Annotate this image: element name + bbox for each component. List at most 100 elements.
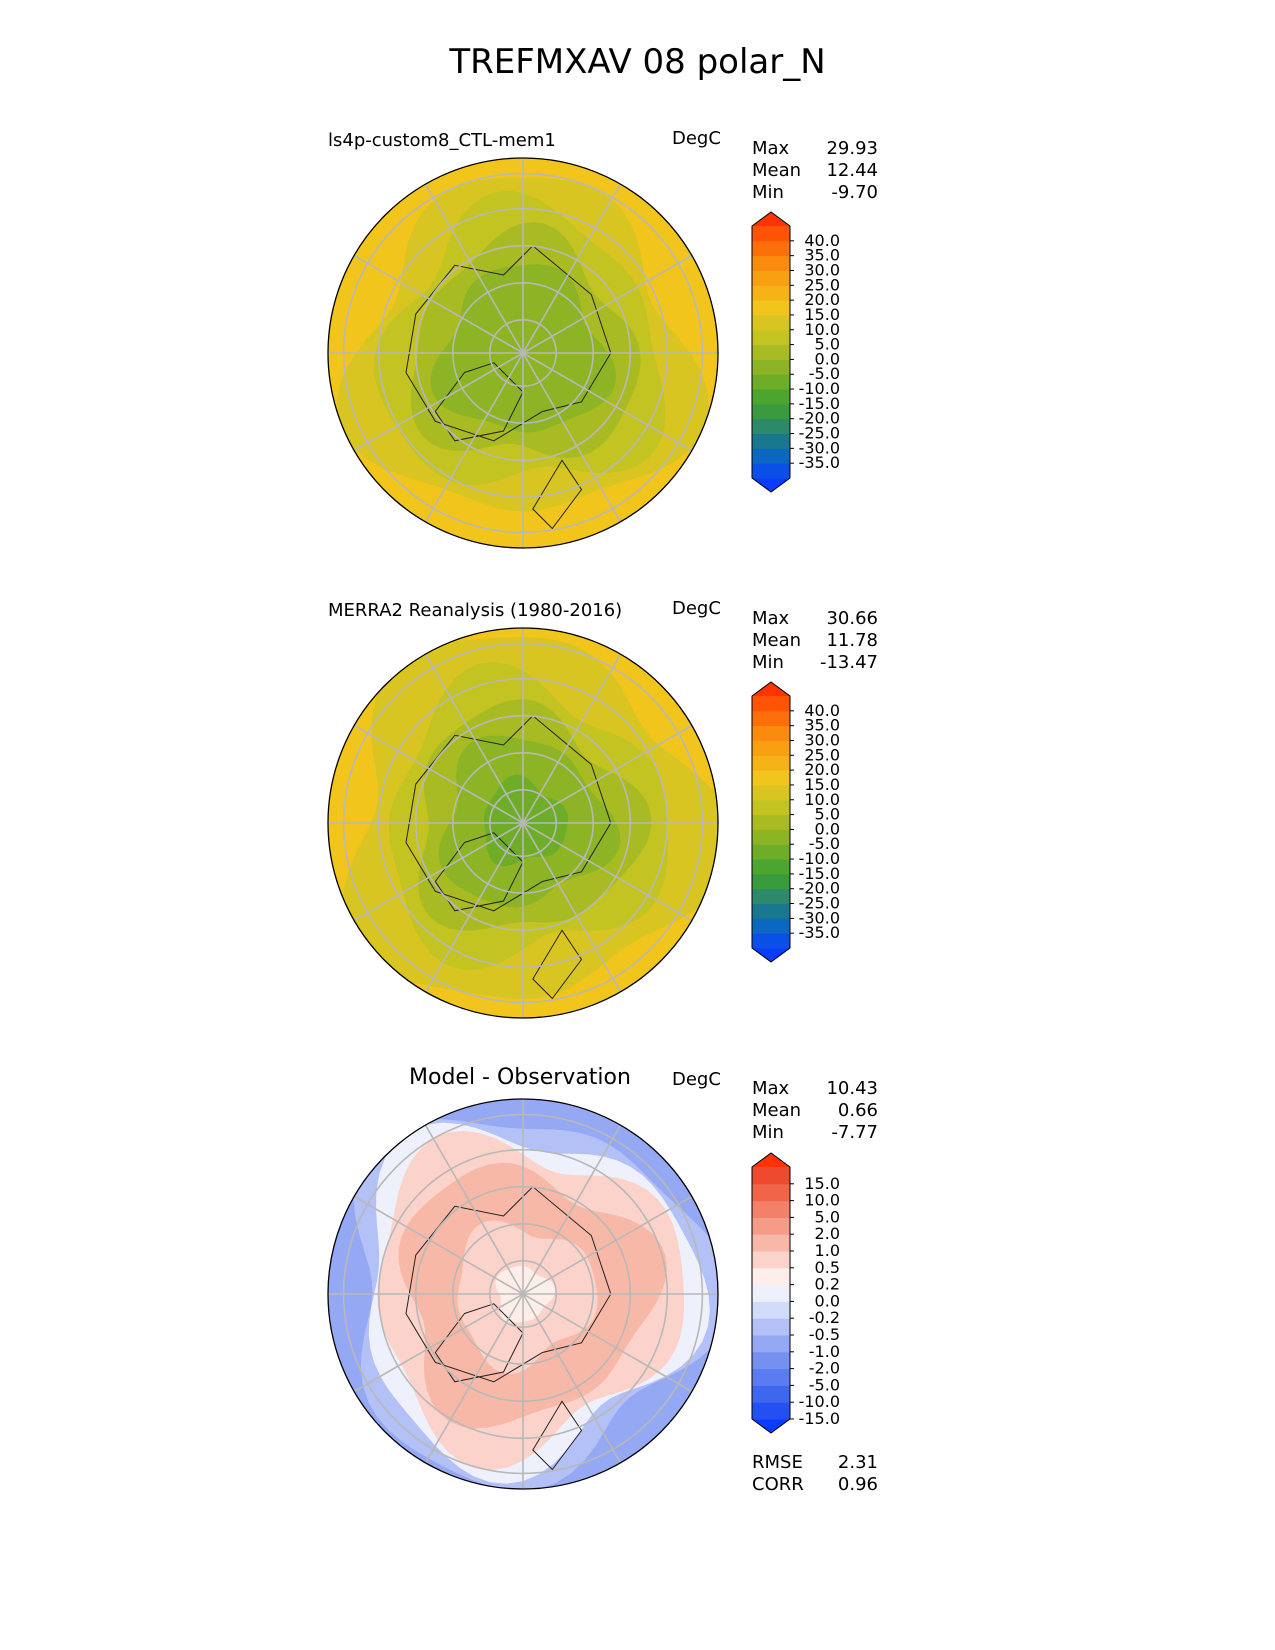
colorbar-bin xyxy=(752,255,790,271)
colorbar-tick-label: -5.0 xyxy=(809,834,840,853)
colorbar-2: 40.035.030.025.020.015.010.05.00.0-5.0-1… xyxy=(751,681,840,963)
colorbar-bin xyxy=(752,1284,790,1302)
colorbar-extend-low xyxy=(752,1419,790,1433)
coastline xyxy=(405,715,612,912)
colorbar-bin xyxy=(752,1267,790,1286)
colorbar-tick-label: 1.0 xyxy=(815,1241,840,1260)
colorbar-bin xyxy=(752,888,790,904)
panel-2-units: DegC xyxy=(672,598,721,619)
graticule xyxy=(328,1099,718,1489)
field-contours xyxy=(328,1099,718,1489)
colorbar-tick-label: 0.2 xyxy=(815,1275,840,1294)
polar-map-2 xyxy=(327,627,719,1019)
colorbar-bin xyxy=(752,1234,790,1252)
colorbar-tick-label: -0.2 xyxy=(809,1308,840,1327)
colorbar-tick-label: -35.0 xyxy=(799,923,840,942)
coastline xyxy=(532,459,583,530)
colorbar-tick-label: 40.0 xyxy=(804,231,840,250)
colorbar-tick-label: -5.0 xyxy=(809,364,840,383)
colorbar-tick-label: 0.0 xyxy=(815,1291,840,1310)
colorbar-bin xyxy=(752,1368,790,1386)
colorbar-bin xyxy=(752,799,790,816)
colorbar-bin xyxy=(752,344,790,360)
colorbar-bin xyxy=(752,740,790,756)
panel-3-extra-stats: RMSE 2.31 CORR 0.96 xyxy=(752,1452,878,1496)
colorbar-tick-label: -25.0 xyxy=(799,424,840,443)
colorbar-bin xyxy=(752,725,790,741)
colorbar-tick-label: 0.5 xyxy=(815,1258,840,1277)
colorbar-bin xyxy=(752,1351,790,1370)
colorbar-bin xyxy=(752,710,790,727)
coastlines xyxy=(405,715,612,1000)
coastline xyxy=(405,245,612,442)
colorbar-bin xyxy=(752,829,790,845)
colorbar-bin xyxy=(752,933,790,949)
colorbar-tick-label: -25.0 xyxy=(799,894,840,913)
colorbar-bin xyxy=(752,285,790,301)
colorbar-tick-label: 30.0 xyxy=(804,260,840,279)
colorbar-tick-label: 10.0 xyxy=(804,790,840,809)
colorbar-1: 40.035.030.025.020.015.010.05.00.0-5.0-1… xyxy=(751,211,840,493)
stat-mean: Mean 0.66 xyxy=(752,1100,878,1121)
coastline xyxy=(434,362,524,442)
colorbar-tick-label: 15.0 xyxy=(804,305,840,324)
colorbar-tick-label: 20.0 xyxy=(804,290,840,309)
colorbar-bin xyxy=(752,418,790,434)
stat-min: Min -9.70 xyxy=(752,182,878,203)
stat-rmse: RMSE 2.31 xyxy=(752,1452,878,1473)
panel-2-stats: Max 30.66 Mean 11.78 Min -13.47 xyxy=(752,608,878,674)
colorbar-tick-label: 0.0 xyxy=(815,349,840,368)
colorbar-bin xyxy=(752,814,790,830)
colorbar-bin xyxy=(752,463,790,479)
coastline xyxy=(532,929,583,1000)
colorbar-bin xyxy=(752,696,790,712)
colorbar-tick-label: 40.0 xyxy=(804,701,840,720)
panel-3-stats: Max 10.43 Mean 0.66 Min -7.77 xyxy=(752,1078,878,1144)
colorbar-bin xyxy=(752,329,790,346)
colorbar-tick-label: 35.0 xyxy=(804,246,840,265)
colorbar-bin xyxy=(752,359,790,375)
graticule xyxy=(328,158,718,548)
coastline xyxy=(434,832,524,912)
coastline xyxy=(434,1303,524,1383)
colorbar-tick-label: -20.0 xyxy=(799,879,840,898)
meridian xyxy=(424,183,622,523)
colorbar-tick-label: 10.0 xyxy=(804,1191,840,1210)
colorbar-bin xyxy=(752,374,790,390)
colorbar-tick-label: -10.0 xyxy=(799,849,840,868)
colorbar-tick-label: -5.0 xyxy=(809,1375,840,1394)
colorbar-3: 15.010.05.02.01.00.50.20.0-0.2-0.5-1.0-2… xyxy=(751,1152,840,1434)
colorbar-tick-label: 25.0 xyxy=(804,745,840,764)
colorbar-bin xyxy=(752,903,790,919)
colorbar-bin xyxy=(752,1301,790,1319)
panel-2-title: MERRA2 Reanalysis (1980-2016) xyxy=(328,600,623,621)
colorbar-bin xyxy=(752,755,790,771)
colorbar-bin xyxy=(752,1217,790,1235)
field-contours xyxy=(328,158,718,548)
colorbar-bin xyxy=(752,1385,790,1403)
colorbar-bin xyxy=(752,300,790,316)
stat-corr: CORR 0.96 xyxy=(752,1474,878,1495)
panel-3-title: Model - Observation xyxy=(409,1065,631,1090)
colorbar-tick-label: -2.0 xyxy=(809,1359,840,1378)
coastlines xyxy=(405,1186,612,1471)
colorbar-tick-label: 30.0 xyxy=(804,730,840,749)
figure-title: TREFMXAV 08 polar_N xyxy=(449,42,826,82)
colorbar-bin xyxy=(752,873,790,890)
colorbar-tick-label: -15.0 xyxy=(799,864,840,883)
coastlines xyxy=(405,245,612,530)
stat-mean: Mean 11.78 xyxy=(752,630,878,651)
coastline xyxy=(405,1186,612,1383)
colorbar-bin xyxy=(752,1183,790,1202)
stat-max: Max 29.93 xyxy=(752,138,878,159)
meridian xyxy=(424,1124,622,1464)
colorbar-tick-label: 5.0 xyxy=(815,805,840,824)
colorbar-bin xyxy=(752,389,790,405)
map-boundary xyxy=(327,627,719,1019)
colorbar-bin xyxy=(752,859,790,875)
colorbar-bin xyxy=(752,270,790,286)
colorbar-outline xyxy=(751,211,791,493)
colorbar-extend-high xyxy=(752,1153,790,1167)
colorbar-tick-label: 5.0 xyxy=(815,335,840,354)
